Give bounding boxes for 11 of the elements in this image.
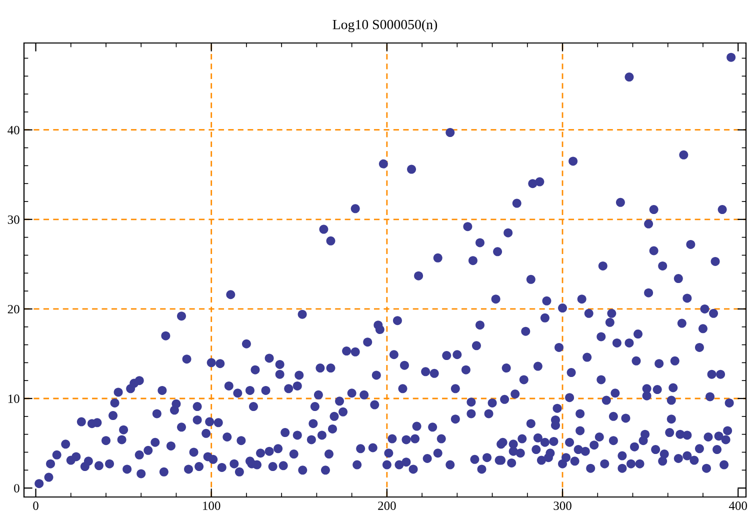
y-tick-label: 30 [8, 215, 20, 224]
x-tick-label: 100 [203, 502, 220, 510]
y-tick-label: 40 [8, 126, 20, 134]
y-tick-label: 10 [8, 394, 20, 403]
x-tick-label: 400 [728, 502, 747, 510]
chart-title: Log10 S000050(n) [332, 19, 438, 32]
y-tick-label: 20 [8, 304, 20, 314]
y-tick-label: 0 [14, 484, 20, 493]
x-tick-label: 200 [378, 502, 396, 510]
x-tick-label: 300 [554, 502, 572, 510]
x-tick-label: 0 [33, 502, 38, 510]
